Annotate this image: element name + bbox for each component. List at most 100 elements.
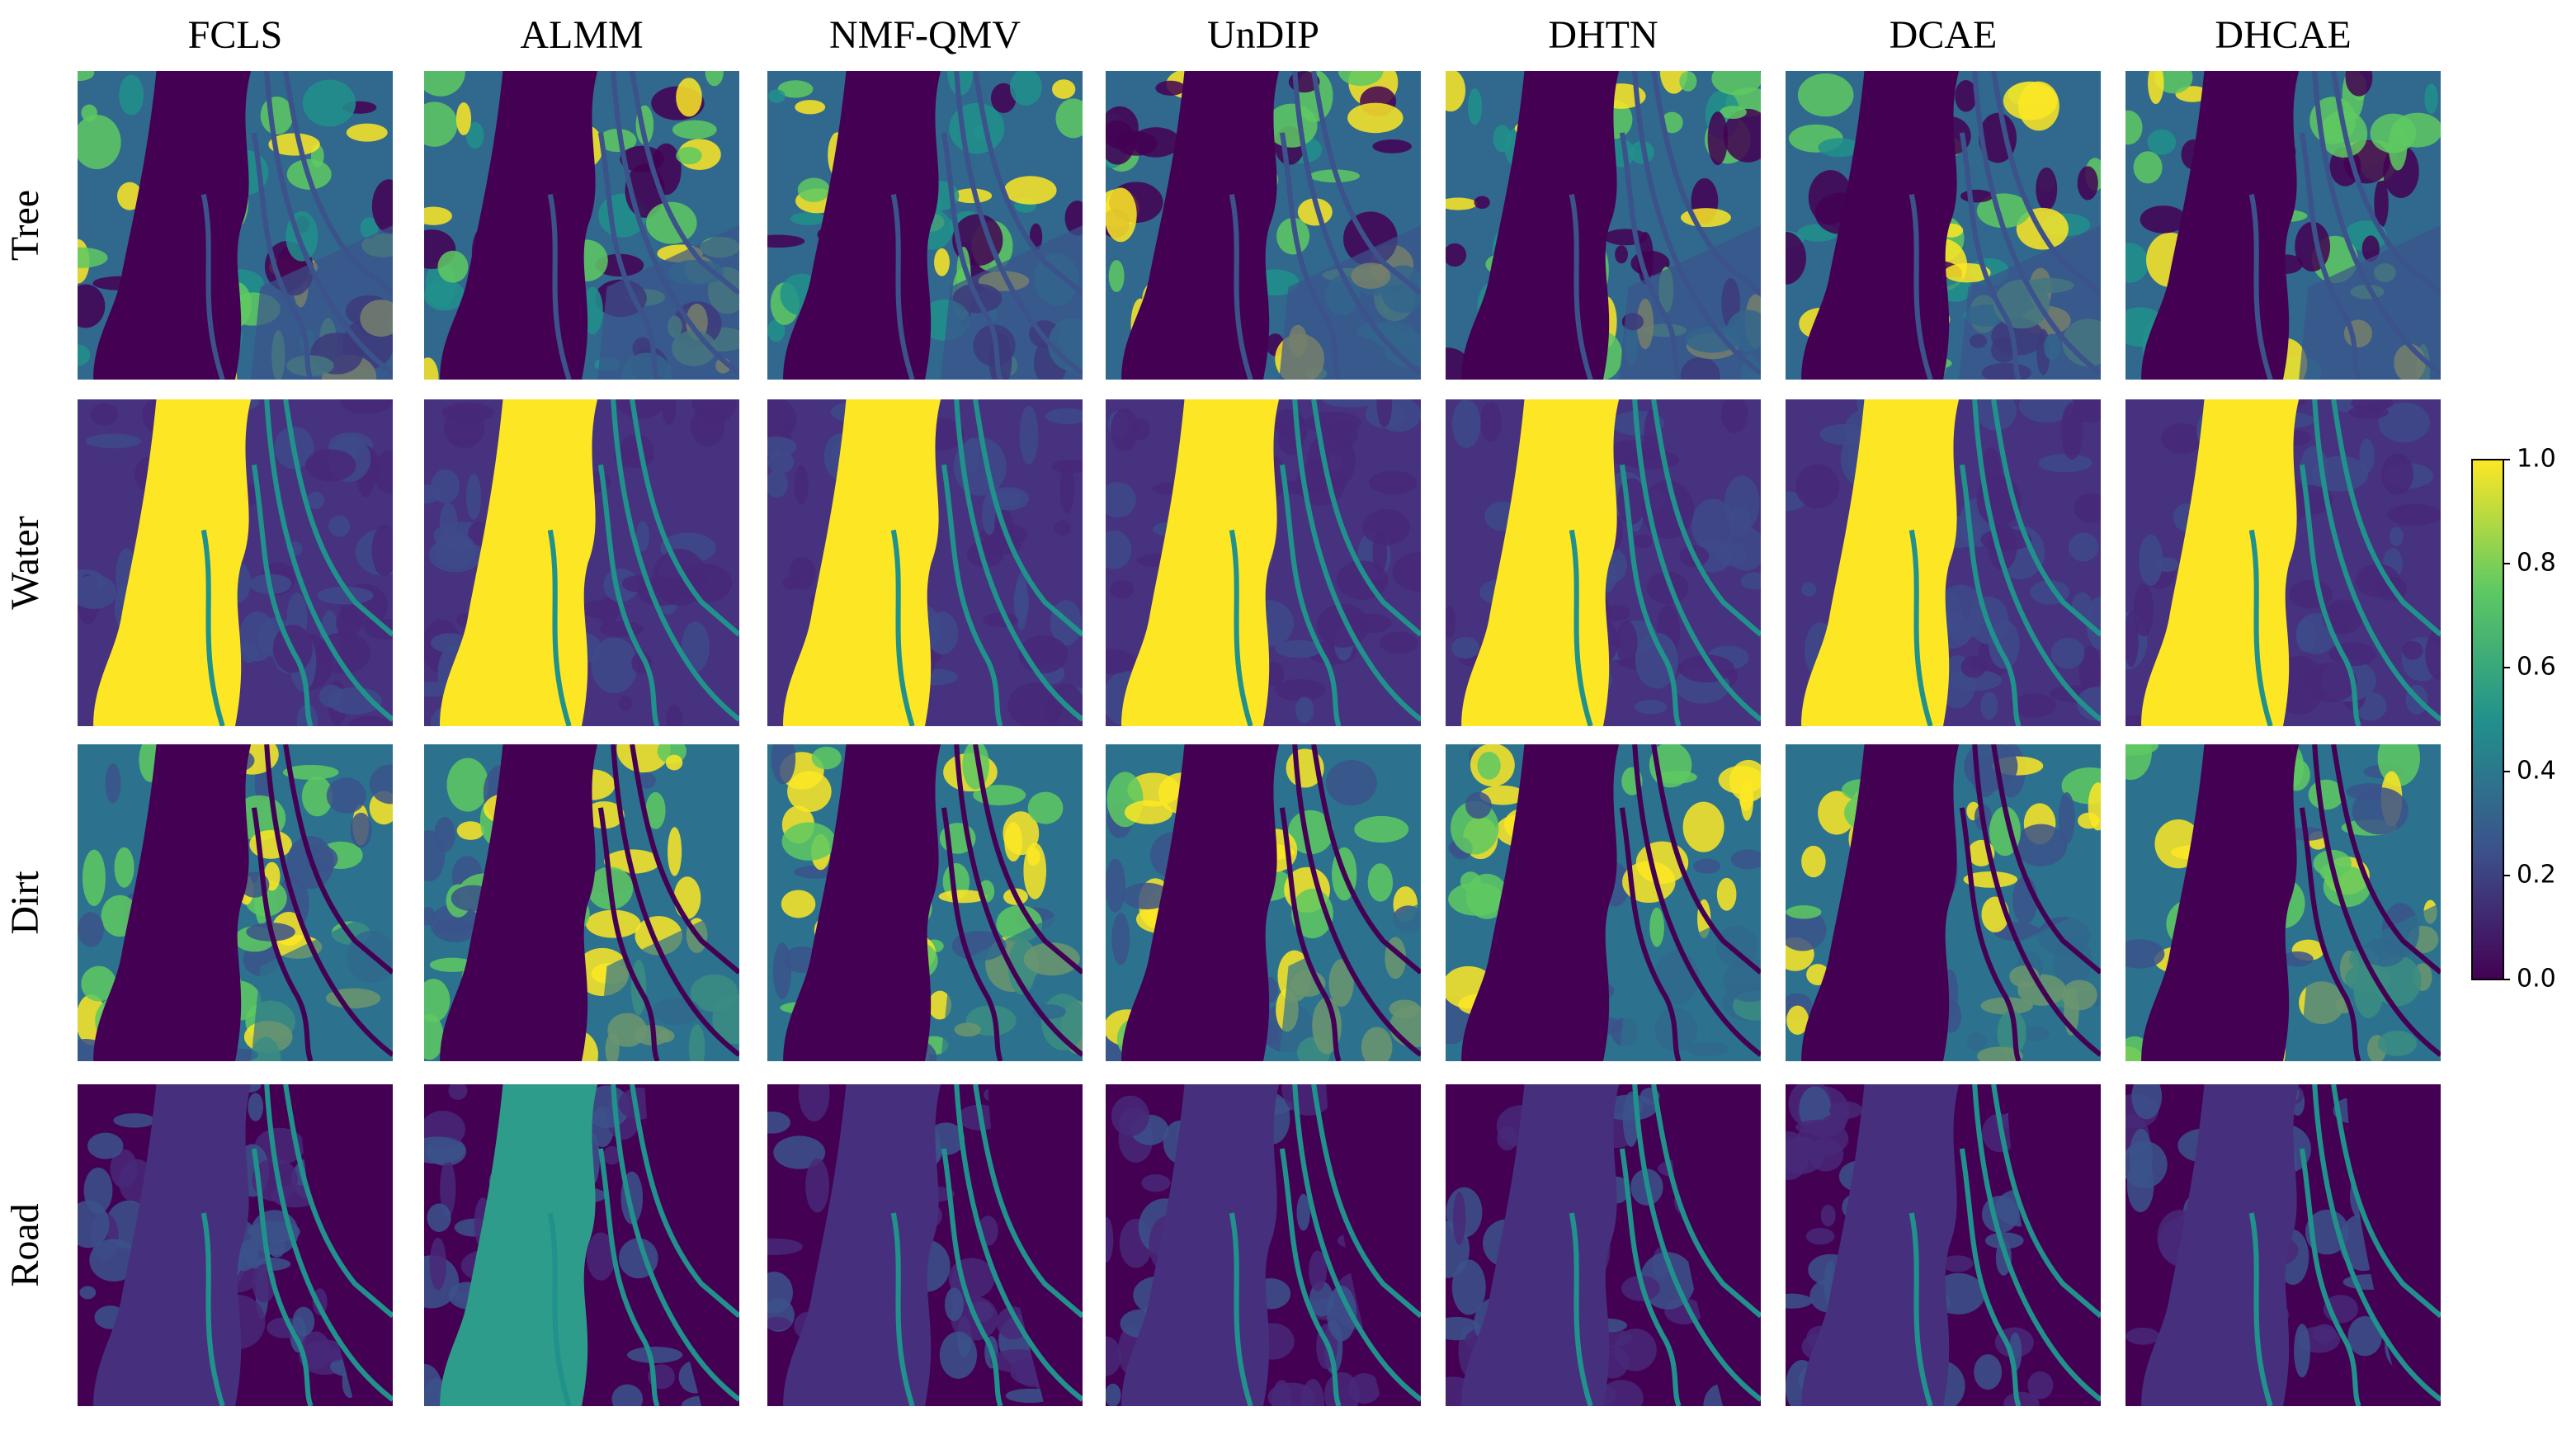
map-patch [2018,399,2074,423]
map-line [1569,194,1593,380]
map-patch [304,449,356,482]
map-patch [2326,602,2351,635]
map-patch [1027,791,1064,824]
map-patch [1828,1101,1863,1119]
map-patch [2133,151,2163,184]
map-line [547,1212,572,1406]
map-patch [2156,557,2179,573]
map-patch [2011,693,2057,718]
map-patch [1723,108,1761,163]
map-patch [301,776,333,817]
abundance-map [1106,744,1421,1061]
map-patch [598,129,637,153]
map-patch [1354,815,1409,843]
map-patch [2345,71,2373,97]
map-patch [1111,913,1130,965]
map-river [1801,71,1960,380]
map-patch [1599,1380,1644,1406]
map-patch [2088,782,2101,831]
abundance-map [2125,744,2441,1061]
map-patch [1720,106,1747,119]
map-patch [429,957,475,972]
map-patch [1711,71,1761,96]
map-patch [1124,800,1173,824]
map-patch [798,1084,830,1121]
map-river [783,399,941,726]
abundance-map [1786,71,2101,380]
map-patch [2312,1324,2337,1344]
map-patch [90,404,119,426]
map-patch [430,904,480,943]
map-region [1666,1084,1761,1406]
map-patch [1955,80,1977,112]
map-patch [448,1084,468,1100]
map-patch [1963,871,2018,888]
map-line [2331,1084,2441,1319]
map-patch [1026,847,1040,866]
map-line [890,529,915,726]
map-patch [635,521,650,552]
map-patch [1009,71,1042,106]
map-patch [811,746,842,770]
map-patch [781,822,837,861]
map-patch [2125,110,2143,145]
map-patch [705,71,724,87]
map-patch [1801,582,1817,597]
map-patch [1718,766,1761,795]
abundance-map [1106,1084,1421,1406]
map-patch [437,250,469,283]
map-river [93,399,252,726]
map-patch [1111,1095,1149,1136]
map-line [611,1084,739,1402]
map-patch [1740,778,1754,821]
map-line [2299,1148,2361,1406]
map-line [2312,399,2441,722]
map-line [1651,1084,1761,1319]
map-patch [306,491,324,509]
map-patch [292,1306,315,1337]
map-patch [2068,532,2099,562]
map-patch [282,764,339,780]
colorbar-tick-label: 0.6 [2517,653,2556,682]
map-river [1801,1084,1960,1406]
map-river [1461,744,1620,1061]
abundance-map [1106,399,1421,726]
map-patch [1679,71,1697,92]
map-line [251,464,314,726]
map-line [283,399,393,637]
abundance-map [78,71,393,380]
map-line [1972,744,2101,1057]
map-patch [346,123,388,142]
abundance-map [1446,71,1761,380]
map-line [1292,744,1421,1057]
map-river [93,744,252,1061]
map-line [941,807,1003,1061]
map-region [2006,1084,2101,1406]
map-patch [2424,83,2438,114]
map-region [298,1084,393,1406]
map-patch [427,1203,451,1232]
map-line [1908,529,1933,726]
map-line [630,1084,739,1319]
map-patch [1276,217,1310,255]
map-line [1959,1148,2022,1406]
map-patch [248,1093,264,1121]
map-patch [645,791,666,829]
map-patch [1786,1136,1825,1174]
abundance-map [424,1084,739,1406]
map-line [2299,132,2361,380]
map-patch [777,80,814,98]
map-patch [78,912,104,947]
map-patch [1106,1383,1121,1406]
map-patch [1297,198,1333,226]
map-patch [2014,824,2068,866]
map-line [890,194,915,380]
map-river [93,1084,252,1406]
map-line [1311,71,1421,295]
map-patch [1108,260,1125,293]
map-river [440,744,598,1061]
map-river [1461,71,1620,380]
map-patch [938,890,988,904]
column-title: NMF-QMV [829,13,1021,57]
abundance-map [1786,399,2101,726]
